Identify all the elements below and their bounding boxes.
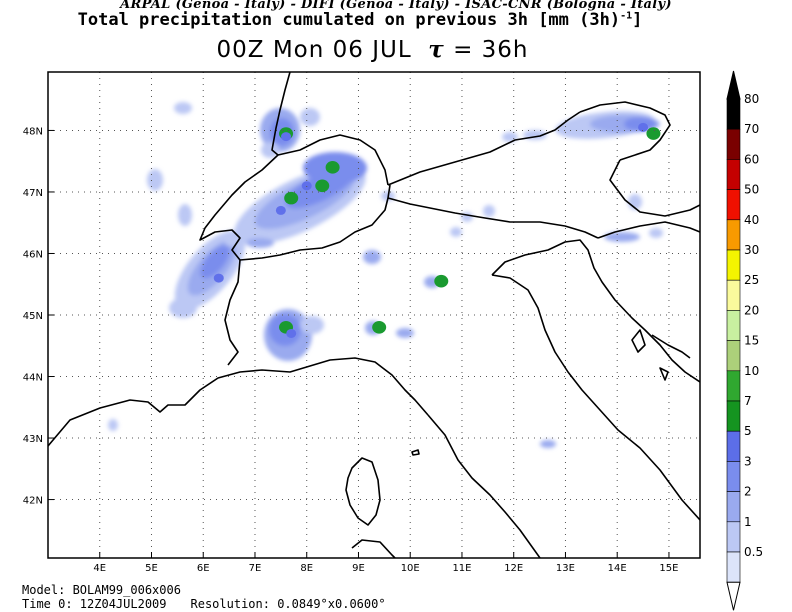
map-axes: 4E 5E 6E 7E 8E 9E 10E 11E 12E 13E 14E 15E 48N 47N 46N 4… [23,126,679,574]
legend-swatch [726,189,741,221]
legend-label: 3 [744,454,752,468]
legend-swatch [726,310,741,341]
valid-time: 00Z Mon 06 JUL [216,37,412,63]
lon-label: 13E [556,563,575,574]
legend-label: 15 [744,334,759,348]
legend-label: 0.5 [744,545,763,559]
legend-label: 50 [744,183,759,197]
lon-label: 5E [145,563,158,574]
precip-cell [646,127,661,140]
legend-swatch [726,370,741,402]
legend-swatch [726,159,741,190]
precip-cell [213,273,224,283]
precip-cell [434,274,449,288]
title-exponent: -1 [620,10,633,22]
precip-cell [286,328,297,338]
footer-model: Model: BOLAM99_006x006 [22,583,181,597]
footer-resolution: Resolution: 0.0849°x0.0600° [190,597,386,611]
legend-swatch [726,340,741,372]
lon-label: 8E [300,563,313,574]
legend-label: 20 [744,303,759,317]
legend: 80 70 60 50 40 30 25 20 15 10 7 5 3 2 1 0.5 [726,70,763,611]
lat-label: 45N [23,311,43,322]
precip-cell [372,321,387,334]
precip-cell [275,205,286,215]
legend-bottom-arrow [726,581,741,611]
legend-label: 80 [744,92,759,106]
footer-time0: Time 0: 12Z04JUL2009 [22,597,167,611]
legend-swatch [726,461,741,492]
footer-time-resolution: Time 0: 12Z04JUL2009 Resolution: 0.0849°x… [22,597,386,611]
precip-cell [315,179,330,193]
lon-label: 6E [197,563,210,574]
precip-cell [281,132,292,142]
legend-swatch [726,98,741,130]
precipitation-field [108,102,663,448]
precip-cell [325,161,340,174]
lat-label: 43N [23,434,43,445]
precip-cell [301,181,312,191]
lat-label: 47N [23,188,43,199]
legend-swatch [726,219,741,251]
lon-label: 12E [504,563,523,574]
legend-swatch [726,491,741,523]
lon-label: 7E [249,563,262,574]
legend-label: 70 [744,122,759,136]
credits-line: ARPAL (Genoa - Italy) - DIFI (Genoa - It… [120,0,672,12]
legend-swatch [726,128,741,160]
coastlines-borders [48,72,700,558]
legend-swatch [726,249,741,281]
legend-swatch [726,400,741,432]
chart-title: Total precipitation cumulated on previou… [0,10,720,30]
legend-label: 7 [744,394,752,408]
legend-label: 25 [744,273,759,287]
legend-swatch [726,551,741,583]
lon-label: 11E [452,563,471,574]
precip-cell [638,122,649,132]
lon-label: 9E [352,563,365,574]
legend-label: 40 [744,213,759,227]
lat-label: 42N [23,496,43,507]
legend-label: 30 [744,243,759,257]
title-suffix: ] [632,10,643,30]
legend-top-arrow [726,70,741,100]
legend-swatch [726,430,741,462]
lead-time: = 36h [453,37,529,63]
lat-label: 44N [23,373,43,384]
map-frame [47,71,701,559]
lon-label: 4E [93,563,106,574]
lon-label: 10E [401,563,420,574]
legend-label: 10 [744,364,759,378]
legend-label: 60 [744,152,759,166]
title-text: Total precipitation cumulated on previou… [77,10,621,30]
legend-label: 2 [744,485,752,499]
legend-swatch [726,279,741,311]
precip-cell [284,191,299,205]
valid-time-line: 00Z Mon 06 JUL τ = 36h [0,36,745,63]
legend-label: 5 [744,424,752,438]
lat-label: 48N [23,126,43,137]
lon-label: 14E [608,563,627,574]
lat-label: 46N [23,249,43,260]
map-gridlines [48,72,700,558]
legend-label: 1 [744,515,752,529]
heavy-precip-cells [213,122,661,338]
lon-label: 15E [659,563,678,574]
tau-symbol: τ [428,36,445,63]
legend-swatch [726,521,741,553]
